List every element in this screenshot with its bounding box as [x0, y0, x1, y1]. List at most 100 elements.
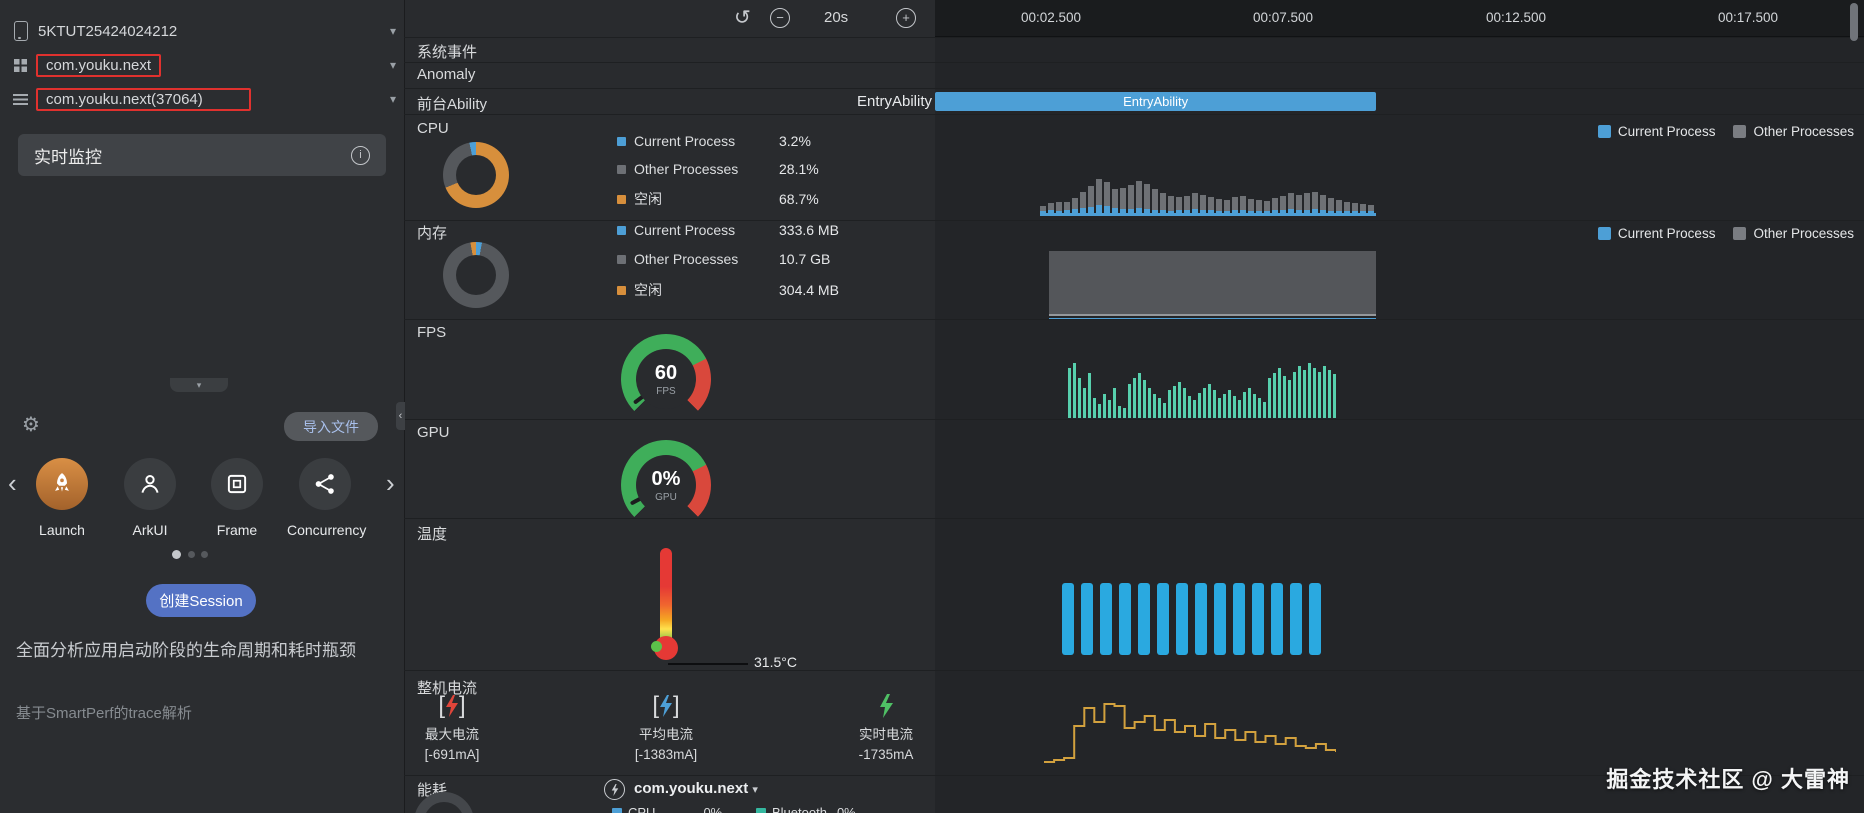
- row-label-ability: 前台Ability: [417, 96, 488, 113]
- timeline-tick: 00:02.500: [1020, 10, 1082, 25]
- template-arkui[interactable]: [124, 458, 176, 510]
- memory-legend-other: Other Processes 10.7 GB: [617, 251, 877, 267]
- vertical-scrollbar-thumb[interactable]: [1850, 3, 1858, 41]
- realtime-current-icon: [816, 693, 956, 719]
- template-frame[interactable]: [211, 458, 263, 510]
- realtime-monitor-label: 实时监控: [34, 147, 102, 167]
- temp-bar: [1138, 583, 1150, 655]
- carousel-dot-active[interactable]: [172, 550, 181, 559]
- frame-icon: [227, 474, 247, 494]
- chevron-down-icon[interactable]: ▾: [389, 24, 396, 38]
- process-selector[interactable]: com.youku.next(37064) ▾: [8, 84, 396, 114]
- current-process-checkbox[interactable]: [1597, 227, 1611, 240]
- template-launch[interactable]: [36, 458, 88, 510]
- current-process-checkbox[interactable]: [1597, 125, 1611, 138]
- template-label-concurrency: Concurrency: [287, 522, 367, 538]
- import-file-button[interactable]: 导入文件: [284, 412, 378, 441]
- memory-legend-idle: 空闲 304.4 MB: [617, 280, 877, 300]
- energy-legend-cpu: CPU 0%: [612, 805, 722, 813]
- memory-chart-legend: Current Process Other Processes: [1580, 226, 1854, 241]
- fps-gauge: 60 FPS: [604, 330, 728, 430]
- thermometer-tube: [660, 548, 672, 640]
- main-panel: ↺ − 20s + 00:02.500 00:07.500 00:12.500 …: [404, 0, 1864, 813]
- row-label-cpu: CPU: [417, 120, 449, 137]
- reset-zoom-icon[interactable]: ↺: [734, 7, 751, 29]
- template-label-launch: Launch: [39, 522, 85, 538]
- carousel-dot[interactable]: [188, 551, 195, 558]
- legend-value: 68.7%: [779, 191, 819, 207]
- temp-bar: [1062, 583, 1074, 655]
- info-icon[interactable]: i: [351, 145, 370, 165]
- legend-value: 304.4 MB: [779, 282, 839, 298]
- create-session-button[interactable]: 创建Session: [146, 584, 256, 617]
- temp-bar: [1233, 583, 1245, 655]
- row-separator: [404, 114, 1864, 115]
- temp-bar: [1100, 583, 1112, 655]
- cpu-usage-chart[interactable]: [1040, 174, 1376, 216]
- row-separator: [404, 220, 1864, 221]
- current-line-chart[interactable]: [1044, 688, 1336, 772]
- person-icon: [141, 475, 159, 493]
- legend-name: Current Process: [1617, 124, 1716, 139]
- share-network-icon: [315, 474, 334, 494]
- entry-ability-bar[interactable]: EntryAbility: [935, 92, 1377, 111]
- legend-swatch: [617, 225, 626, 235]
- other-processes-checkbox[interactable]: [1733, 125, 1747, 138]
- legend-swatch: [617, 164, 626, 174]
- chevron-down-icon[interactable]: ▾: [389, 92, 396, 106]
- temp-bar: [1176, 583, 1188, 655]
- other-processes-checkbox[interactable]: [1733, 227, 1747, 240]
- panel-collapse-tab[interactable]: ▾: [170, 378, 228, 392]
- legend-name: Current Process: [634, 222, 736, 238]
- legend-name: 空闲: [634, 282, 662, 298]
- memory-chart-baseline: [1048, 318, 1377, 319]
- gauge-face: 0% GPU: [636, 455, 696, 515]
- temp-bar: [1214, 583, 1226, 655]
- gpu-unit: GPU: [655, 491, 677, 503]
- zoom-in-icon[interactable]: +: [896, 8, 916, 28]
- cpu-legend-current: Current Process 3.2%: [617, 133, 877, 149]
- chevron-down-icon[interactable]: ▾: [389, 58, 396, 72]
- template-concurrency[interactable]: [299, 458, 351, 510]
- app-selector[interactable]: com.youku.next ▾: [8, 50, 396, 80]
- energy-legend-bluetooth: Bluetooth 0%: [756, 805, 856, 813]
- device-selector[interactable]: 5KTUT25424024212 ▾: [8, 16, 396, 46]
- cpu-legend-idle: 空闲 68.7%: [617, 189, 877, 209]
- temperature-value: 31.5°C: [754, 654, 797, 670]
- fps-bars-chart[interactable]: [1068, 355, 1340, 418]
- realtime-monitor-button[interactable]: 实时监控 i: [18, 134, 386, 176]
- legend-name: CPU: [628, 805, 656, 813]
- entry-ability-bar-label: EntryAbility: [1123, 94, 1189, 109]
- device-name: 5KTUT25424024212: [38, 22, 178, 40]
- temp-bar: [1290, 583, 1302, 655]
- gear-icon[interactable]: ⚙: [22, 414, 40, 436]
- carousel-next-icon[interactable]: ›: [386, 468, 395, 498]
- phone-icon: [14, 21, 28, 41]
- max-current-group: [ ] 最大电流 [-691mA]: [382, 693, 522, 763]
- sidebar-collapse-handle[interactable]: ‹: [396, 402, 405, 430]
- import-file-label: 导入文件: [303, 418, 359, 435]
- temperature-bars-chart[interactable]: [1062, 583, 1321, 655]
- time-window-value: 20s: [824, 9, 849, 26]
- gauge-face: 60 FPS: [636, 349, 696, 409]
- realtime-current-value: -1735mA: [858, 747, 914, 762]
- legend-name: Other Processes: [1753, 124, 1854, 139]
- carousel-dot[interactable]: [201, 551, 208, 558]
- avg-current-label: 平均电流: [639, 727, 693, 742]
- memory-usage-chart[interactable]: [1048, 251, 1377, 316]
- carousel-prev-icon[interactable]: ‹: [8, 468, 17, 498]
- energy-app-icon[interactable]: [604, 779, 625, 800]
- legend-swatch: [617, 194, 626, 204]
- template-description: 全面分析应用启动阶段的生命周期和耗时瓶颈: [16, 641, 356, 660]
- legend-name: Current Process: [634, 133, 736, 149]
- ability-value: EntryAbility: [856, 93, 932, 110]
- row-label-current: 整机电流: [417, 680, 478, 697]
- timeline-header[interactable]: 00:02.500 00:07.500 00:12.500 00:17.500: [935, 0, 1864, 37]
- energy-app-selector[interactable]: com.youku.next ▾: [634, 780, 758, 797]
- template-subtitle: 基于SmartPerf的trace解析: [16, 705, 192, 722]
- zoom-out-icon[interactable]: −: [770, 8, 790, 28]
- timeline-tick: 00:07.500: [1252, 10, 1314, 25]
- chevron-down-icon: ▾: [752, 784, 758, 796]
- max-current-label: 最大电流: [425, 727, 479, 742]
- row-separator: [404, 670, 1864, 671]
